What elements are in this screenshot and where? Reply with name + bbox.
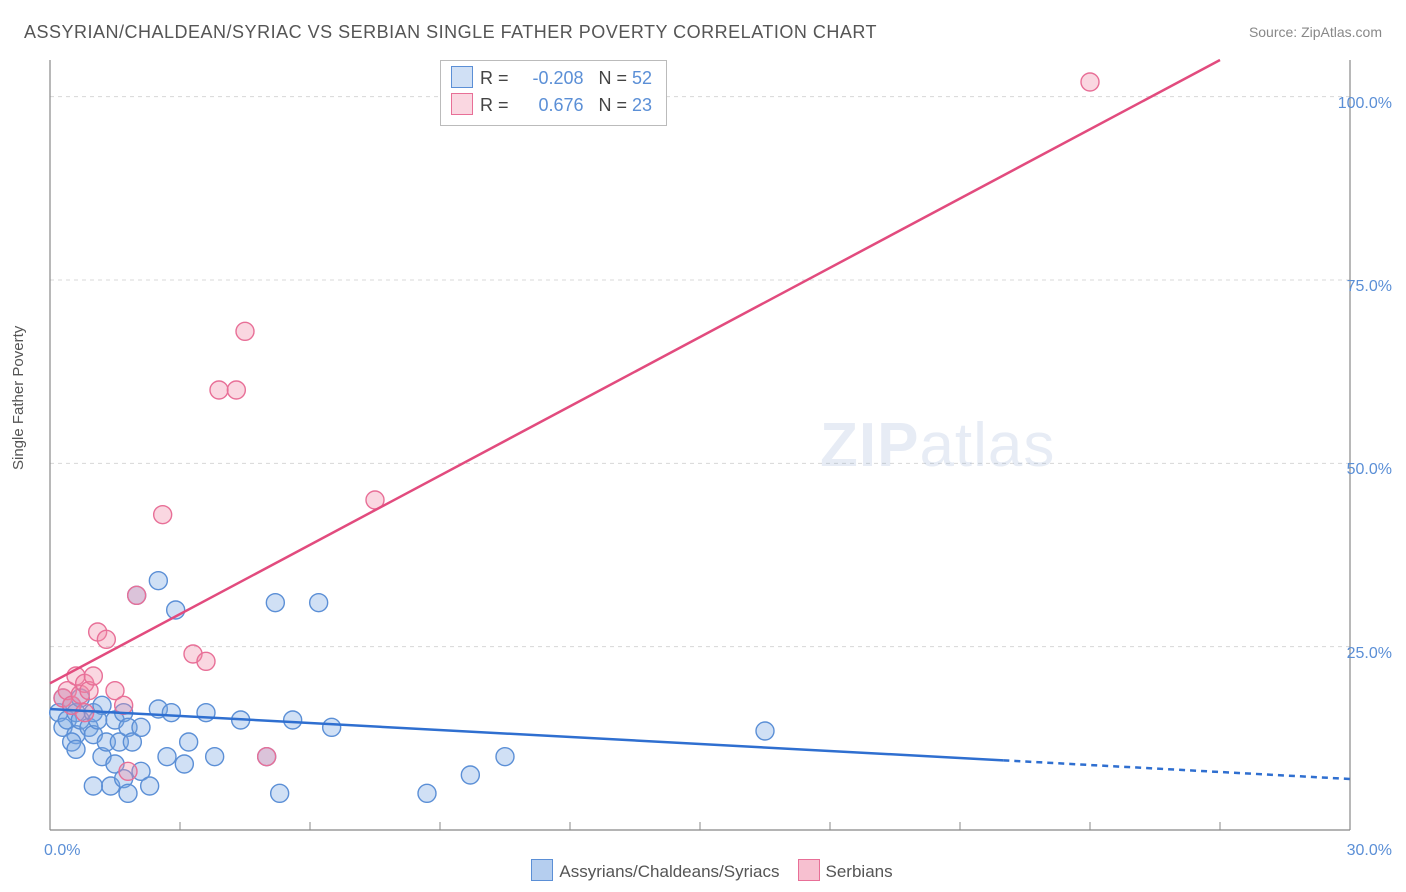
y-tick-label: 75.0% bbox=[1347, 278, 1392, 296]
data-point bbox=[67, 740, 85, 758]
regression-line bbox=[50, 60, 1220, 683]
data-point bbox=[119, 762, 137, 780]
data-point bbox=[418, 784, 436, 802]
data-point bbox=[175, 755, 193, 773]
data-point bbox=[284, 711, 302, 729]
data-point bbox=[132, 718, 150, 736]
legend-swatch-icon bbox=[798, 859, 820, 881]
stats-row: R = -0.208 N = 52 bbox=[451, 65, 652, 92]
data-point bbox=[310, 594, 328, 612]
data-point bbox=[236, 322, 254, 340]
data-point bbox=[158, 748, 176, 766]
regression-line-extrapolated bbox=[1003, 760, 1350, 779]
legend-swatch-icon bbox=[451, 93, 473, 115]
data-point bbox=[1081, 73, 1099, 91]
data-point bbox=[162, 704, 180, 722]
r-value: -0.208 bbox=[514, 65, 584, 92]
data-point bbox=[76, 704, 94, 722]
legend-label: Serbians bbox=[826, 862, 893, 881]
data-point bbox=[258, 748, 276, 766]
r-value: 0.676 bbox=[514, 92, 584, 119]
data-point bbox=[84, 777, 102, 795]
data-point bbox=[197, 652, 215, 670]
correlation-stats-box: R = -0.208 N = 52R = 0.676 N = 23 bbox=[440, 60, 667, 126]
data-point bbox=[149, 572, 167, 590]
data-point bbox=[128, 586, 146, 604]
data-point bbox=[496, 748, 514, 766]
data-point bbox=[206, 748, 224, 766]
y-tick-label: 25.0% bbox=[1347, 645, 1392, 663]
data-point bbox=[84, 667, 102, 685]
data-point bbox=[756, 722, 774, 740]
stats-row: R = 0.676 N = 23 bbox=[451, 92, 652, 119]
data-point bbox=[119, 784, 137, 802]
data-point bbox=[227, 381, 245, 399]
n-value: 52 bbox=[632, 65, 652, 92]
n-value: 23 bbox=[632, 92, 652, 119]
y-tick-label: 100.0% bbox=[1338, 95, 1392, 113]
data-point bbox=[97, 630, 115, 648]
x-tick-label: 30.0% bbox=[1347, 842, 1392, 860]
y-tick-label: 50.0% bbox=[1347, 461, 1392, 479]
data-point bbox=[266, 594, 284, 612]
legend-label: Assyrians/Chaldeans/Syriacs bbox=[559, 862, 779, 881]
data-point bbox=[461, 766, 479, 784]
legend: Assyrians/Chaldeans/Syriacs Serbians bbox=[0, 859, 1406, 882]
x-tick-label: 0.0% bbox=[44, 842, 80, 860]
legend-swatch-icon bbox=[451, 66, 473, 88]
data-point bbox=[271, 784, 289, 802]
data-point bbox=[323, 718, 341, 736]
scatter-chart bbox=[0, 0, 1406, 892]
legend-swatch-icon bbox=[531, 859, 553, 881]
data-point bbox=[180, 733, 198, 751]
data-point bbox=[154, 506, 172, 524]
data-point bbox=[210, 381, 228, 399]
data-point bbox=[141, 777, 159, 795]
